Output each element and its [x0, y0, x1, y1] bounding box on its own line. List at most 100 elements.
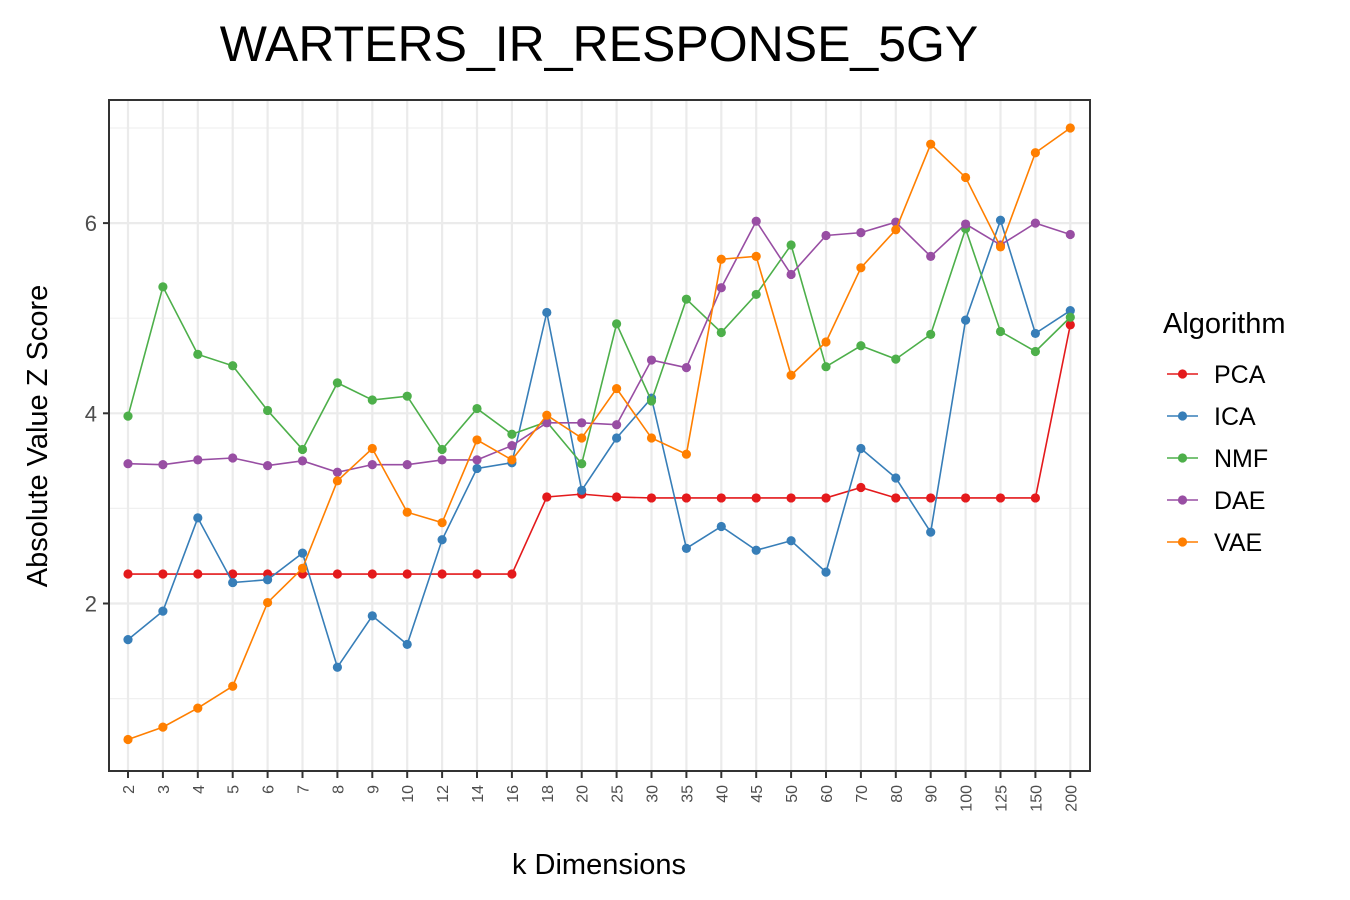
data-point-dae	[751, 216, 761, 226]
legend-key-point-nmf	[1177, 453, 1188, 463]
data-point-dae	[437, 455, 447, 465]
data-point-vae	[786, 370, 796, 380]
data-point-nmf	[751, 289, 761, 300]
x-tick-label: 3	[156, 785, 173, 794]
data-point-dae	[297, 456, 308, 466]
data-point-vae	[158, 722, 168, 732]
data-point-vae	[751, 251, 761, 261]
data-point-vae	[402, 507, 412, 517]
data-point-dae	[646, 355, 657, 365]
x-tick-label: 30	[645, 785, 662, 803]
data-point-nmf	[612, 319, 622, 329]
data-point-nmf	[856, 341, 866, 351]
x-tick-label: 150	[1028, 785, 1045, 812]
data-point-dae	[123, 459, 133, 469]
x-tick-label: 90	[924, 785, 941, 803]
data-point-dae	[367, 460, 377, 470]
data-point-nmf	[821, 362, 831, 372]
x-axis-title: k Dimensions	[512, 849, 686, 881]
x-tick-label: 70	[854, 785, 871, 803]
data-point-ica	[437, 535, 447, 545]
data-point-nmf	[1065, 312, 1075, 322]
data-point-nmf	[437, 444, 447, 455]
chart-title: WARTERS_IR_RESPONSE_5GY	[220, 16, 979, 72]
legend-key-point-vae	[1177, 537, 1188, 547]
data-point-ica	[961, 315, 971, 325]
data-point-pca	[891, 493, 901, 503]
data-point-vae	[472, 435, 482, 445]
data-point-vae	[821, 337, 831, 347]
data-point-vae	[1030, 148, 1040, 158]
data-point-pca	[926, 493, 936, 503]
data-point-dae	[158, 460, 168, 470]
data-point-dae	[577, 418, 587, 428]
data-point-pca	[716, 493, 726, 503]
x-tick-label: 10	[400, 785, 417, 803]
data-point-pca	[612, 492, 622, 502]
x-tick-label: 20	[575, 785, 592, 803]
data-point-dae	[856, 228, 866, 238]
plot-panel-border	[108, 99, 1091, 772]
series-line-vae	[127, 127, 1071, 741]
data-point-ica	[681, 543, 692, 553]
data-point-ica	[263, 575, 273, 585]
legend-label-dae: DAE	[1214, 487, 1265, 515]
x-tick-label: 80	[889, 785, 906, 803]
data-point-dae	[716, 283, 726, 293]
data-point-dae	[1030, 218, 1040, 228]
data-point-vae	[542, 410, 552, 420]
data-point-ica	[228, 577, 238, 588]
data-point-ica	[821, 567, 831, 577]
data-point-ica	[751, 545, 761, 555]
data-point-dae	[263, 461, 273, 471]
x-tick-label: 60	[819, 785, 836, 803]
data-point-nmf	[507, 429, 517, 439]
data-point-vae	[297, 563, 308, 573]
data-point-vae	[263, 597, 273, 608]
data-point-vae	[926, 139, 936, 149]
data-point-vae	[332, 476, 342, 486]
data-point-vae	[228, 681, 238, 691]
data-point-vae	[193, 703, 203, 713]
data-point-nmf	[472, 403, 482, 414]
data-point-vae	[612, 383, 622, 394]
data-point-nmf	[228, 361, 238, 371]
data-point-dae	[402, 460, 412, 470]
data-point-nmf	[646, 396, 657, 406]
data-point-pca	[332, 569, 342, 579]
data-point-vae	[367, 443, 377, 454]
data-point-ica	[542, 307, 552, 318]
data-point-dae	[332, 467, 342, 477]
data-point-vae	[716, 254, 726, 264]
data-point-pca	[1030, 493, 1040, 503]
data-point-pca	[786, 493, 796, 503]
x-tick-label: 8	[330, 785, 347, 794]
x-tick-label: 125	[994, 785, 1011, 812]
data-point-dae	[786, 269, 796, 280]
y-tick-label: 4	[85, 401, 97, 426]
x-tick-label: 25	[610, 785, 627, 803]
data-point-ica	[856, 443, 866, 454]
data-point-dae	[821, 230, 831, 241]
data-point-vae	[995, 242, 1006, 252]
data-point-nmf	[123, 411, 133, 421]
data-point-pca	[402, 569, 412, 579]
data-point-nmf	[297, 444, 308, 455]
x-tick-label: 100	[959, 785, 976, 812]
data-point-vae	[681, 449, 692, 459]
data-point-vae	[961, 172, 971, 183]
x-tick-label: 40	[714, 785, 731, 803]
data-point-pca	[542, 492, 552, 502]
data-point-ica	[402, 639, 412, 649]
data-point-ica	[193, 513, 203, 523]
x-tick-label: 14	[470, 785, 487, 803]
x-tick-label: 9	[365, 785, 382, 794]
data-point-pca	[123, 569, 133, 579]
data-point-dae	[472, 455, 482, 465]
x-tick-label: 35	[679, 785, 696, 803]
data-point-ica	[1030, 328, 1040, 339]
data-point-nmf	[891, 354, 901, 364]
x-tick-label: 45	[749, 785, 766, 803]
data-point-nmf	[786, 240, 796, 250]
